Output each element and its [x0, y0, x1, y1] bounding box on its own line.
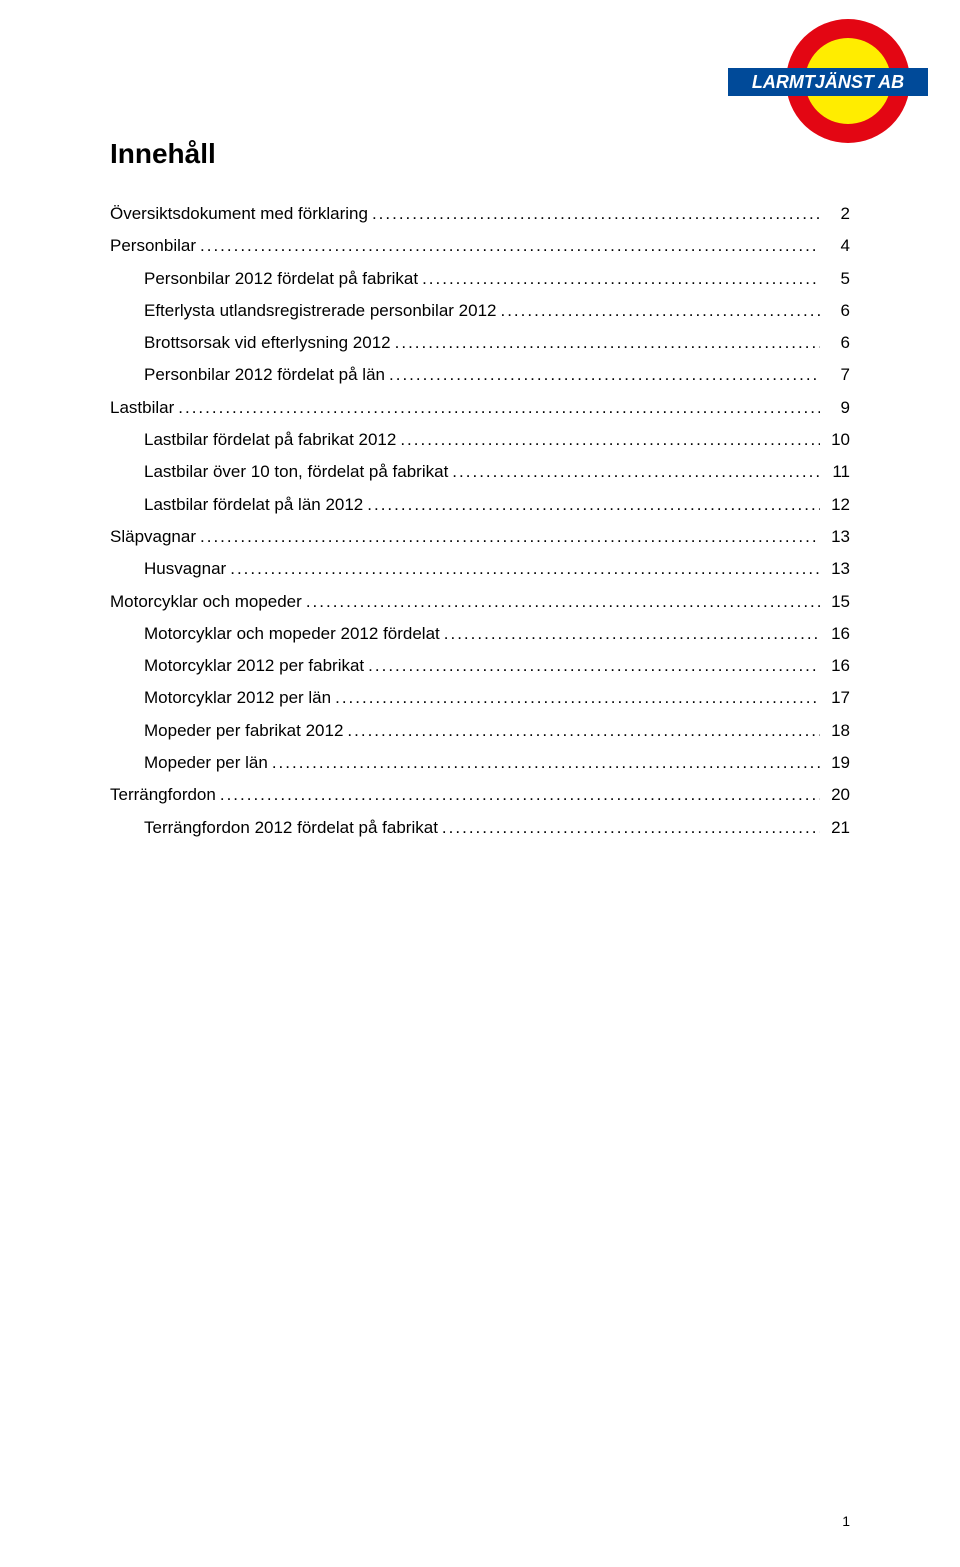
toc-entry[interactable]: Översiktsdokument med förklaring 2	[110, 198, 850, 230]
toc-entry-label: Terrängfordon	[110, 779, 216, 811]
toc-entry-page: 17	[824, 682, 850, 714]
toc-entry-page: 5	[824, 263, 850, 295]
toc-entry-label: Översiktsdokument med förklaring	[110, 198, 368, 230]
toc-entry-page: 6	[824, 295, 850, 327]
toc-entry-page: 13	[824, 553, 850, 585]
toc-entry-page: 16	[824, 618, 850, 650]
toc-entry-page: 4	[824, 230, 850, 262]
toc-leader-dots	[395, 327, 820, 359]
toc-leader-dots	[200, 230, 820, 262]
toc-entry-label: Mopeder per län	[144, 747, 268, 779]
toc-entry[interactable]: Motorcyklar och mopeder 15	[110, 586, 850, 618]
toc-leader-dots	[367, 489, 820, 521]
toc-entry-page: 7	[824, 359, 850, 391]
toc-entry[interactable]: Släpvagnar 13	[110, 521, 850, 553]
toc-leader-dots	[389, 359, 820, 391]
company-logo: LARMTJÄNST AB	[728, 16, 928, 146]
toc-entry-label: Lastbilar fördelat på län 2012	[144, 489, 363, 521]
toc-entry[interactable]: Efterlysta utlandsregistrerade personbil…	[110, 295, 850, 327]
toc-leader-dots	[200, 521, 820, 553]
toc-entry[interactable]: Brottsorsak vid efterlysning 2012 6	[110, 327, 850, 359]
toc-leader-dots	[178, 392, 820, 424]
toc-leader-dots	[444, 618, 820, 650]
toc-leader-dots	[272, 747, 820, 779]
toc-leader-dots	[335, 682, 820, 714]
toc-entry[interactable]: Mopeder per län 19	[110, 747, 850, 779]
toc-entry[interactable]: Motorcyklar och mopeder 2012 fördelat 16	[110, 618, 850, 650]
toc-entry-page: 16	[824, 650, 850, 682]
toc-entry-page: 12	[824, 489, 850, 521]
toc-entry[interactable]: Personbilar 2012 fördelat på fabrikat 5	[110, 263, 850, 295]
toc-entry-page: 18	[824, 715, 850, 747]
toc-leader-dots	[372, 198, 820, 230]
toc-entry-label: Motorcyklar 2012 per fabrikat	[144, 650, 364, 682]
toc-leader-dots	[500, 295, 820, 327]
toc-entry-label: Motorcyklar och mopeder 2012 fördelat	[144, 618, 440, 650]
table-of-contents: Översiktsdokument med förklaring2Personb…	[110, 198, 850, 844]
toc-entry-label: Husvagnar	[144, 553, 226, 585]
toc-leader-dots	[306, 586, 820, 618]
toc-entry[interactable]: Lastbilar över 10 ton, fördelat på fabri…	[110, 456, 850, 488]
toc-entry-page: 21	[824, 812, 850, 844]
toc-entry-page: 11	[824, 456, 850, 488]
toc-entry[interactable]: Husvagnar 13	[110, 553, 850, 585]
toc-leader-dots	[452, 456, 820, 488]
toc-leader-dots	[422, 263, 820, 295]
logo-svg: LARMTJÄNST AB	[728, 16, 928, 146]
toc-entry-label: Efterlysta utlandsregistrerade personbil…	[144, 295, 496, 327]
toc-entry[interactable]: Personbilar 4	[110, 230, 850, 262]
toc-entry-label: Personbilar 2012 fördelat på län	[144, 359, 385, 391]
toc-entry-page: 2	[824, 198, 850, 230]
toc-entry-page: 20	[824, 779, 850, 811]
toc-entry-page: 9	[824, 392, 850, 424]
page-number: 1	[842, 1513, 850, 1529]
toc-leader-dots	[347, 715, 820, 747]
toc-leader-dots	[368, 650, 820, 682]
document-page: LARMTJÄNST AB Innehåll Översiktsdokument…	[0, 0, 960, 1567]
toc-leader-dots	[442, 812, 820, 844]
toc-entry[interactable]: Motorcyklar 2012 per län 17	[110, 682, 850, 714]
toc-entry[interactable]: Lastbilar fördelat på fabrikat 2012 10	[110, 424, 850, 456]
toc-entry[interactable]: Terrängfordon 2012 fördelat på fabrikat 2…	[110, 812, 850, 844]
toc-entry[interactable]: Personbilar 2012 fördelat på län 7	[110, 359, 850, 391]
toc-entry[interactable]: Motorcyklar 2012 per fabrikat 16	[110, 650, 850, 682]
toc-leader-dots	[400, 424, 820, 456]
toc-entry-label: Personbilar 2012 fördelat på fabrikat	[144, 263, 418, 295]
logo-text: LARMTJÄNST AB	[752, 72, 904, 92]
toc-entry-page: 19	[824, 747, 850, 779]
toc-entry-label: Lastbilar	[110, 392, 174, 424]
toc-entry-label: Terrängfordon 2012 fördelat på fabrikat	[144, 812, 438, 844]
toc-entry-label: Brottsorsak vid efterlysning 2012	[144, 327, 391, 359]
toc-leader-dots	[220, 779, 820, 811]
toc-entry-label: Mopeder per fabrikat 2012	[144, 715, 343, 747]
toc-entry-page: 10	[824, 424, 850, 456]
toc-entry[interactable]: Lastbilar 9	[110, 392, 850, 424]
toc-entry-label: Lastbilar över 10 ton, fördelat på fabri…	[144, 456, 448, 488]
toc-entry-label: Motorcyklar 2012 per län	[144, 682, 331, 714]
toc-entry[interactable]: Lastbilar fördelat på län 2012 12	[110, 489, 850, 521]
toc-entry-page: 15	[824, 586, 850, 618]
toc-entry-label: Personbilar	[110, 230, 196, 262]
toc-entry-page: 6	[824, 327, 850, 359]
toc-entry-label: Lastbilar fördelat på fabrikat 2012	[144, 424, 396, 456]
toc-entry[interactable]: Mopeder per fabrikat 2012 18	[110, 715, 850, 747]
toc-leader-dots	[230, 553, 820, 585]
toc-entry-page: 13	[824, 521, 850, 553]
toc-entry[interactable]: Terrängfordon 20	[110, 779, 850, 811]
toc-entry-label: Motorcyklar och mopeder	[110, 586, 302, 618]
toc-entry-label: Släpvagnar	[110, 521, 196, 553]
